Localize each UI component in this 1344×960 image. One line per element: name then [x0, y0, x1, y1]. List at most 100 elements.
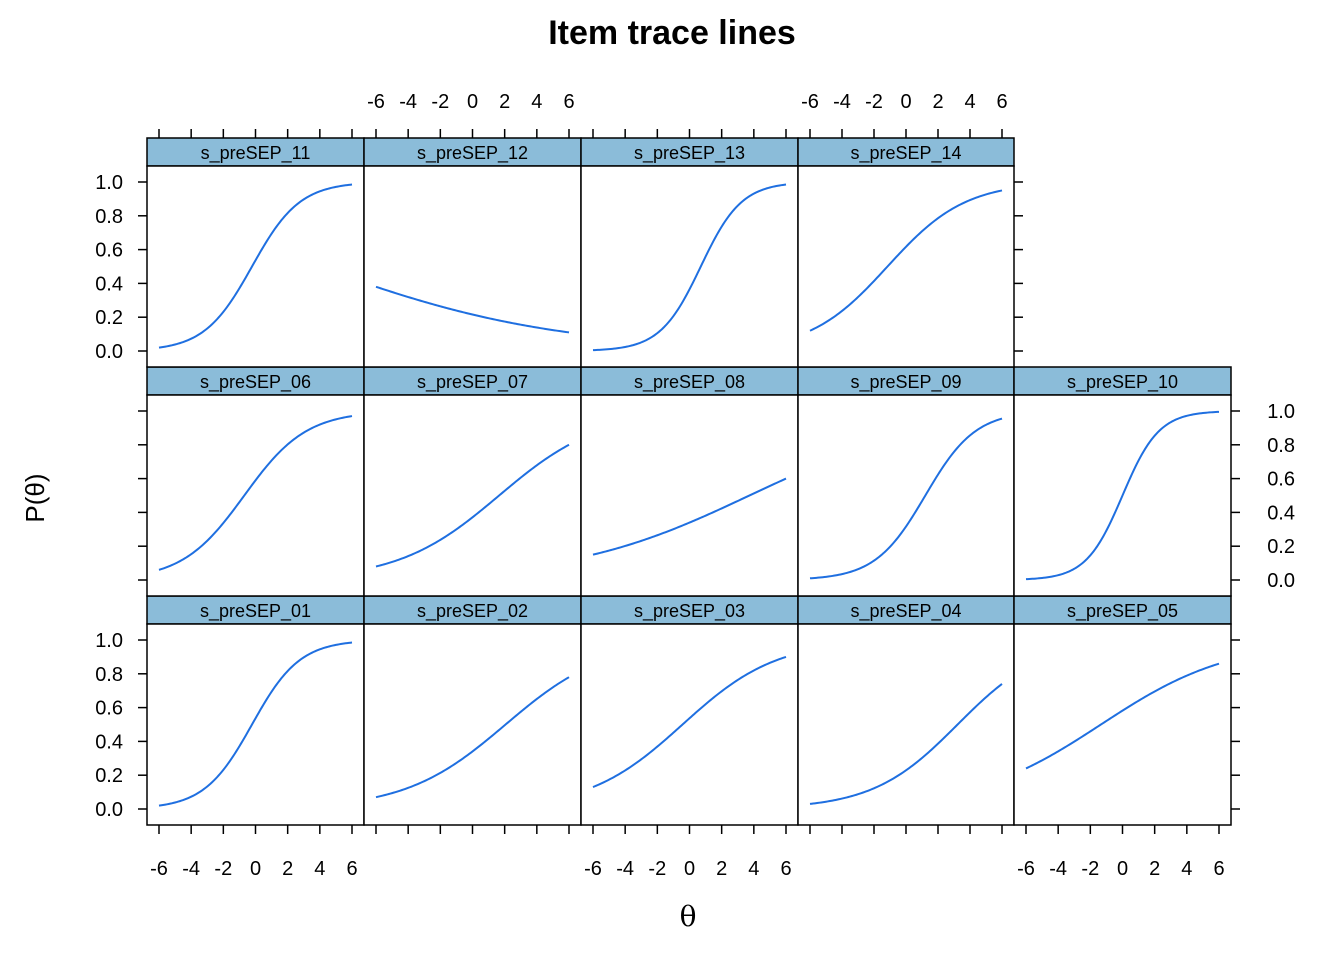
y-tick-label: 0.4	[95, 273, 123, 295]
y-axis-title: P(θ)	[20, 473, 50, 522]
x-tick-label: -4	[833, 91, 851, 113]
panel-strip-label: s_preSEP_09	[850, 372, 961, 393]
panel-s_preSEP_14: s_preSEP_14	[797, 137, 1015, 368]
panel-plot-box	[580, 394, 799, 597]
x-tick-label: 6	[1213, 858, 1224, 880]
panel-plot-box	[797, 623, 1015, 826]
trace-line-s_preSEP_06	[158, 415, 353, 571]
x-axis-bottom-3	[809, 825, 1003, 834]
panel-s_preSEP_04: s_preSEP_04	[797, 595, 1015, 826]
x-tick-label: 6	[996, 91, 1007, 113]
x-tick-label: -6	[801, 91, 819, 113]
y-tick-label: 0.2	[1267, 536, 1295, 558]
trace-line-s_preSEP_13	[592, 183, 787, 352]
y-tick-label: 1.0	[95, 172, 123, 194]
panel-strip-label: s_preSEP_14	[850, 143, 961, 164]
x-tick-label: 0	[900, 91, 911, 113]
panel-strip-label: s_preSEP_11	[201, 143, 311, 164]
panel-s_preSEP_08: s_preSEP_08	[580, 366, 799, 597]
y-axis-left-row-2: 0.0 0.2 0.4 0.6 0.8 1.0	[95, 172, 147, 363]
x-tick-label: 4	[314, 858, 325, 880]
panel-s_preSEP_11: s_preSEP_11	[146, 137, 365, 368]
x-tick-label: 6	[346, 858, 357, 880]
panel-plot-box	[797, 394, 1015, 597]
x-tick-label: 0	[467, 91, 478, 113]
y-tick-label: 0.0	[1267, 570, 1295, 592]
panel-s_preSEP_02: s_preSEP_02	[363, 595, 582, 826]
panel-strip-label: s_preSEP_13	[634, 143, 745, 164]
trace-line-s_preSEP_01	[158, 641, 353, 807]
panel-s_preSEP_09: s_preSEP_09	[797, 366, 1015, 597]
x-tick-label: 2	[282, 858, 293, 880]
x-tick-label: -2	[1081, 858, 1099, 880]
y-axis-left-row-1	[138, 410, 147, 581]
trace-line-s_preSEP_04	[809, 683, 1003, 805]
panel-strip	[363, 595, 582, 625]
x-tick-label: -4	[616, 858, 634, 880]
panel-plot-box	[363, 623, 582, 826]
y-tick-label: 0.2	[95, 765, 123, 787]
x-axis-bottom-1	[375, 825, 570, 834]
y-tick-label: 0.4	[1267, 502, 1295, 524]
panel-grid: s_preSEP_01 s_preSEP_02 s_preSEP_03 s_preSE…	[146, 137, 1232, 826]
x-tick-label: 2	[1149, 858, 1160, 880]
y-tick-label: 0.6	[95, 698, 123, 720]
y-tick-label: 0.0	[95, 341, 123, 363]
panel-plot-box	[146, 623, 365, 826]
x-tick-label: -4	[1049, 858, 1067, 880]
y-tick-label: 0.6	[1267, 469, 1295, 491]
trace-line-s_preSEP_07	[375, 443, 570, 568]
y-tick-label: 1.0	[1267, 401, 1295, 423]
panel-plot-box	[146, 394, 365, 597]
panel-plot-box	[363, 394, 582, 597]
chart-title: Item trace lines	[548, 14, 796, 52]
x-tick-label: 0	[250, 858, 261, 880]
y-tick-label: 1.0	[95, 630, 123, 652]
y-tick-label: 0.6	[95, 240, 123, 262]
panel-plot-box	[580, 165, 799, 368]
trace-line-s_preSEP_08	[592, 477, 787, 556]
trace-line-s_preSEP_02	[375, 676, 570, 799]
x-tick-label: 0	[1117, 858, 1128, 880]
panel-s_preSEP_13: s_preSEP_13	[580, 137, 799, 368]
trace-line-s_preSEP_12	[375, 285, 570, 334]
panel-s_preSEP_12: s_preSEP_12	[363, 137, 582, 368]
y-tick-label: 0.4	[95, 731, 123, 753]
x-axis-top-3: -6 -4 -2 0 2 4 6	[801, 91, 1008, 138]
panel-strip	[146, 595, 365, 625]
trace-line-s_preSEP_03	[592, 655, 787, 788]
x-tick-label: 2	[499, 91, 510, 113]
panel-plot-box	[580, 623, 799, 826]
x-tick-label: 4	[531, 91, 542, 113]
panel-strip-label: s_preSEP_10	[1067, 372, 1178, 393]
x-axis-top-0	[158, 129, 353, 138]
x-tick-label: -4	[399, 91, 417, 113]
panel-strip-label: s_preSEP_03	[634, 601, 745, 622]
panel-s_preSEP_05: s_preSEP_05	[1013, 595, 1232, 826]
y-axis-right-row-2	[1014, 181, 1023, 352]
axes: -6 -4 -2 0 2 4 6-6 -4 -2 0 2 4 6-6 -4 -2 0 2 4 6-6 -4 -2 0 2 4 6…	[95, 91, 1295, 880]
y-tick-label: 0.0	[95, 799, 123, 821]
panel-s_preSEP_06: s_preSEP_06	[146, 366, 365, 597]
panel-s_preSEP_07: s_preSEP_07	[363, 366, 582, 597]
x-tick-label: -6	[1017, 858, 1035, 880]
y-axis-right-row-0	[1231, 639, 1240, 810]
panel-plot-box	[146, 165, 365, 368]
panel-plot-box	[363, 165, 582, 368]
x-tick-label: 6	[780, 858, 791, 880]
panel-strip	[797, 137, 1015, 167]
x-tick-label: 2	[932, 91, 943, 113]
x-tick-label: 4	[1181, 858, 1192, 880]
y-axis-right-row-1: 0.0 0.2 0.4 0.6 0.8 1.0	[1231, 401, 1295, 592]
panel-strip-label: s_preSEP_04	[850, 601, 961, 622]
panel-s_preSEP_10: s_preSEP_10	[1013, 366, 1232, 597]
x-tick-label: 6	[563, 91, 574, 113]
panel-strip-label: s_preSEP_02	[417, 601, 528, 622]
x-tick-label: 4	[748, 858, 759, 880]
panel-strip-label: s_preSEP_06	[200, 372, 311, 393]
x-tick-label: 0	[684, 858, 695, 880]
trace-line-s_preSEP_05	[1025, 662, 1220, 770]
panel-strip-label: s_preSEP_05	[1067, 601, 1178, 622]
panel-strip	[1013, 595, 1232, 625]
